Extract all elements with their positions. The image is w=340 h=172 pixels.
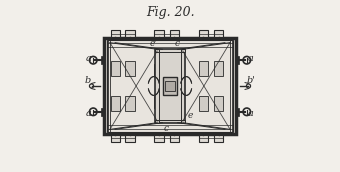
Bar bbox=[101, 108, 104, 116]
Bar bbox=[154, 135, 164, 142]
Text: e: e bbox=[188, 111, 193, 120]
Bar bbox=[199, 61, 208, 76]
Text: a: a bbox=[248, 109, 254, 118]
Bar bbox=[155, 49, 185, 123]
Bar bbox=[154, 64, 164, 76]
Bar bbox=[155, 120, 158, 123]
Bar bbox=[125, 30, 135, 37]
Bar bbox=[199, 96, 208, 111]
Bar bbox=[199, 30, 208, 37]
Bar bbox=[170, 64, 179, 76]
Bar bbox=[125, 61, 135, 76]
Bar bbox=[154, 30, 164, 37]
Bar bbox=[125, 96, 135, 111]
Text: a: a bbox=[248, 54, 254, 63]
Bar bbox=[111, 96, 120, 111]
Bar bbox=[154, 96, 164, 108]
Bar bbox=[101, 56, 104, 64]
Bar bbox=[125, 135, 135, 142]
Bar bbox=[165, 81, 175, 91]
Bar bbox=[111, 30, 120, 37]
Bar bbox=[182, 120, 185, 123]
Bar bbox=[236, 56, 239, 64]
Text: c: c bbox=[164, 124, 169, 133]
Text: e': e' bbox=[150, 39, 158, 48]
Text: b: b bbox=[85, 76, 91, 85]
Bar bbox=[170, 96, 179, 108]
Text: a: a bbox=[86, 109, 92, 118]
Text: c: c bbox=[174, 39, 179, 48]
Bar bbox=[170, 135, 179, 142]
Bar bbox=[170, 30, 179, 37]
Bar bbox=[214, 30, 223, 37]
Bar bbox=[214, 96, 223, 111]
Bar bbox=[155, 49, 158, 52]
Bar bbox=[214, 61, 223, 76]
Bar bbox=[111, 135, 120, 142]
Bar bbox=[111, 61, 120, 76]
Bar bbox=[104, 38, 236, 134]
Text: a: a bbox=[86, 54, 92, 63]
Bar bbox=[163, 77, 177, 95]
Bar bbox=[158, 52, 182, 120]
Bar bbox=[107, 40, 233, 132]
Bar bbox=[182, 49, 185, 52]
Text: b': b' bbox=[246, 76, 255, 85]
Text: Fig. 20.: Fig. 20. bbox=[146, 6, 194, 19]
Bar bbox=[236, 108, 239, 116]
Bar bbox=[199, 135, 208, 142]
Bar bbox=[214, 135, 223, 142]
